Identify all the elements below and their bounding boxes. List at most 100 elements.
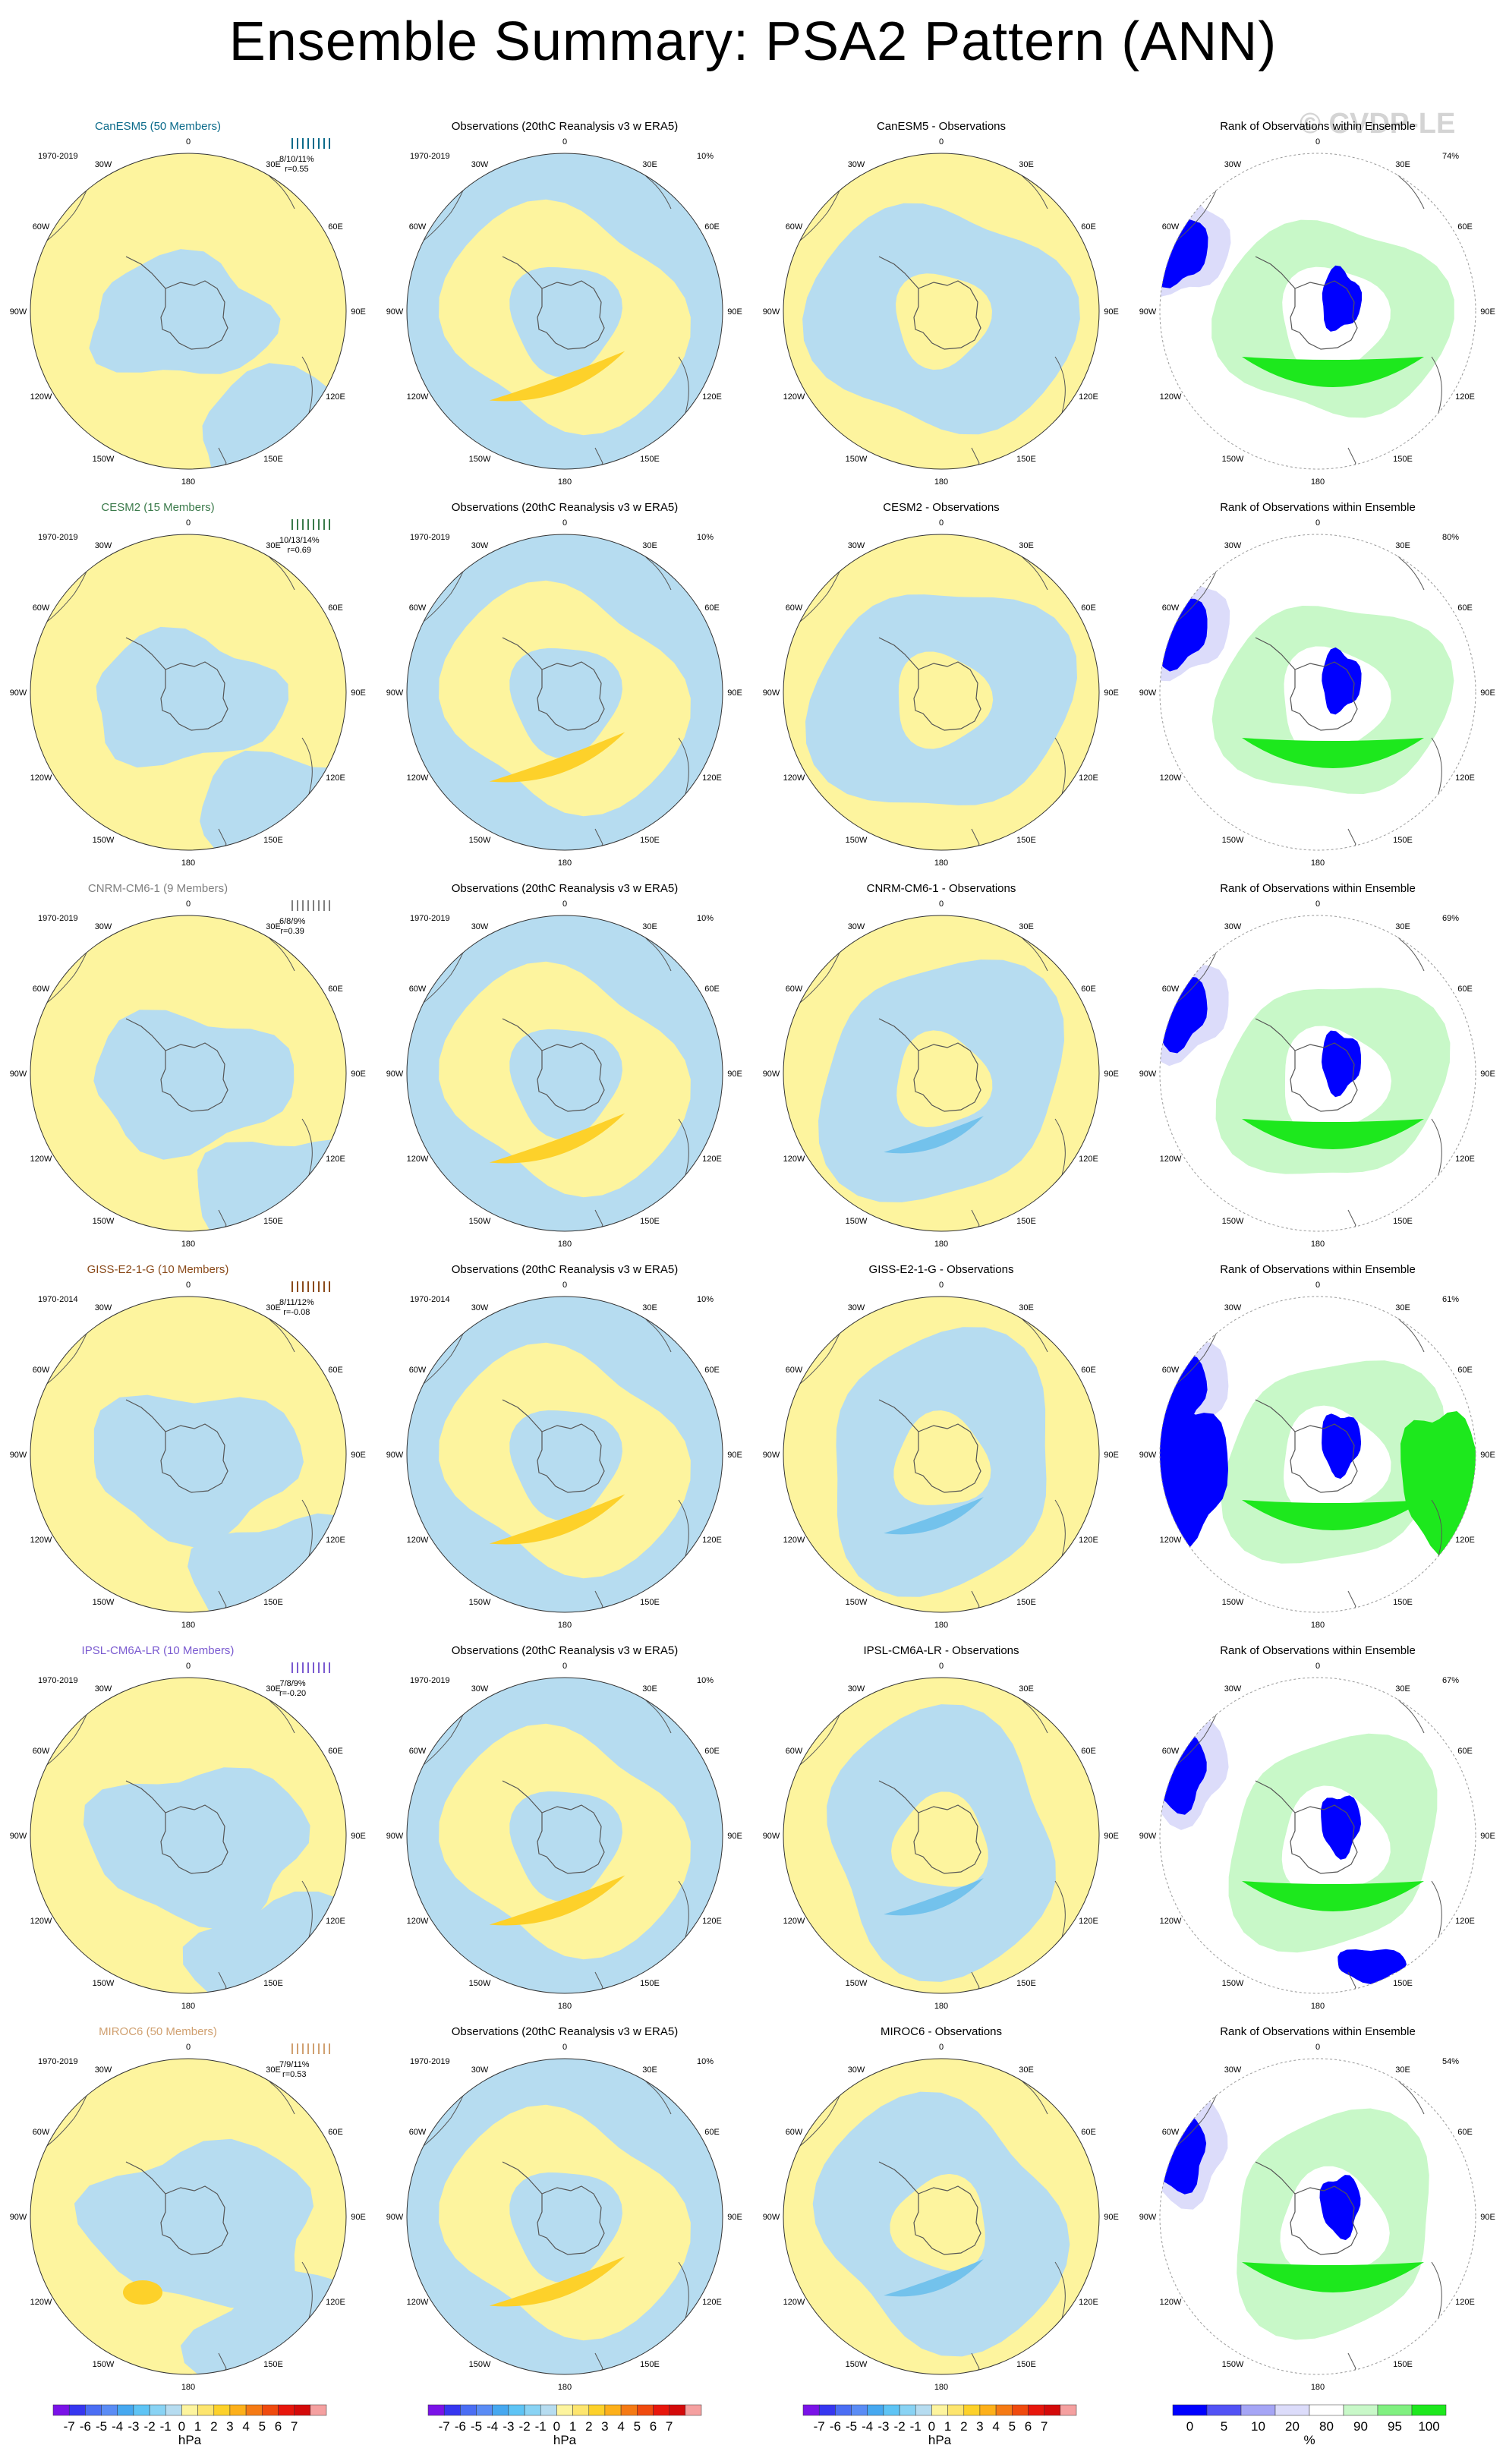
lon-label: 90W	[763, 307, 780, 317]
diff-title: GISS-E2-1-G - Observations	[868, 1263, 1014, 1276]
lon-label: 0	[939, 137, 944, 147]
period-label: 1970-2019	[410, 533, 450, 542]
lon-label: 120E	[1079, 2298, 1098, 2307]
lon-label: 90E	[351, 1832, 366, 1841]
period-label: 1970-2019	[38, 2057, 78, 2066]
antarctica-outline	[1290, 1042, 1358, 1112]
lon-label: 150W	[469, 1598, 491, 1607]
lon-label: 60W	[786, 603, 803, 613]
lon-label: 120E	[702, 1155, 722, 1164]
lon-label: 0	[939, 1281, 944, 1290]
lon-label: 60E	[704, 985, 720, 994]
peninsula-outline	[878, 1780, 919, 1813]
pos-anomaly-ring	[439, 580, 691, 817]
lon-label: 90E	[1480, 1070, 1495, 1079]
lon-label: 150E	[640, 1979, 660, 1988]
diff-title: IPSL-CM6A-LR - Observations	[863, 1644, 1019, 1657]
lon-label: 30W	[1224, 1303, 1242, 1312]
lon-label: 150E	[640, 1217, 660, 1226]
rank-low-center	[1319, 2175, 1361, 2241]
lon-label: 60W	[786, 1366, 803, 1375]
figure-title: Ensemble Summary: PSA2 Pattern (ANN)	[228, 11, 1278, 72]
lon-label: 30E	[1019, 1303, 1034, 1312]
lon-label: 90E	[1104, 307, 1119, 317]
lon-label: 60E	[704, 603, 720, 613]
lon-label: 0	[939, 1662, 944, 1671]
lon-label: 150W	[469, 836, 491, 845]
antarctica-outline	[1290, 1423, 1358, 1493]
map-boundary	[406, 534, 723, 851]
lon-label: 90W	[10, 2213, 27, 2222]
lon-label: 60E	[704, 1747, 720, 1756]
lon-label: 0	[1315, 900, 1320, 909]
lon-label: 60E	[328, 1747, 343, 1756]
rank-map: 0 30E 60E 90E 120E 150E 180 150W 120W 90W 60W 30W	[1139, 1662, 1495, 2011]
lon-label: 150E	[263, 1598, 283, 1607]
lon-label: 30W	[1224, 2065, 1242, 2075]
peninsula-outline	[878, 256, 919, 289]
antarctica-outline	[160, 1804, 228, 1874]
lon-label: 90E	[727, 1070, 742, 1079]
lon-label: 150E	[1016, 455, 1036, 464]
lon-label: 90E	[351, 307, 366, 317]
lon-label: 90E	[351, 688, 366, 698]
lon-label: 30E	[266, 922, 281, 931]
obs-map: 0 30E 60E 90E 120E 150E 180 150W 120W 90W 60W 30W	[386, 1662, 742, 2011]
lon-label: 150W	[846, 2360, 868, 2369]
lon-label: 60W	[409, 222, 427, 232]
member-boxplot	[291, 519, 330, 530]
rank-low	[1160, 2112, 1207, 2195]
lon-label: 30E	[1019, 1684, 1034, 1694]
lon-label: 60E	[1457, 2128, 1473, 2137]
diff-title: CESM2 - Observations	[883, 501, 1000, 514]
lon-label: 120W	[783, 1155, 805, 1164]
lon-label: 30E	[1395, 541, 1410, 550]
pos-anomaly-ring	[439, 961, 691, 1198]
model-map: 0 30E 60E 90E 120E 150E 180 150W 120W 90W 60W 30W	[10, 137, 366, 487]
lon-label: 120E	[326, 1536, 345, 1545]
period-label: 1970-2014	[38, 1295, 78, 1304]
lon-label: 150W	[1222, 2360, 1244, 2369]
neg-anomaly-ring	[812, 2091, 1070, 2357]
lon-label: 150E	[263, 1979, 283, 1988]
obs-title: Observations (20thC Reanalysis v3 w ERA5…	[451, 120, 679, 133]
lon-label: 30E	[642, 922, 657, 931]
lon-label: 180	[934, 477, 948, 487]
lon-label: 0	[562, 1281, 567, 1290]
rank-pct: 69%	[1442, 914, 1460, 923]
lon-label: 180	[181, 2002, 195, 2011]
map-boundary	[30, 534, 347, 851]
lon-label: 90E	[727, 688, 742, 698]
lon-label: 60W	[409, 1747, 427, 1756]
lon-label: 0	[186, 1281, 191, 1290]
rank-high	[1242, 2262, 1424, 2292]
model-title: IPSL-CM6A-LR (10 Members)	[81, 1644, 235, 1657]
lon-label: 90E	[1480, 2213, 1495, 2222]
member-boxplot	[291, 1662, 330, 1673]
lon-label: 60E	[328, 603, 343, 613]
model-panel: 0 30E 60E 90E 120E 150E 180 150W 120W 90W 60W 30W MI…	[0, 2025, 376, 2406]
neg-anomaly-ring	[805, 594, 1077, 805]
lon-label: 90W	[386, 307, 404, 317]
lon-label: 60E	[704, 2128, 720, 2137]
lon-label: 180	[934, 2383, 948, 2392]
period-label: 1970-2019	[38, 1676, 78, 1685]
lon-label: 60W	[786, 985, 803, 994]
rank-map: 0 30E 60E 90E 120E 150E 180 150W 120W 90W 60W 30W	[1139, 2043, 1495, 2392]
antarctica-outline	[537, 1804, 605, 1874]
lon-label: 150E	[1393, 2360, 1413, 2369]
neg-anomaly-ring	[836, 1327, 1047, 1597]
lon-label: 150W	[93, 1217, 115, 1226]
lon-label: 90E	[727, 2213, 742, 2222]
lon-label: 90W	[386, 1070, 404, 1079]
lon-label: 30W	[95, 1303, 112, 1312]
map-boundary	[1159, 2058, 1476, 2375]
lon-label: 90W	[386, 688, 404, 698]
lon-label: 180	[1311, 2383, 1325, 2392]
lon-label: 150W	[1222, 455, 1244, 464]
lon-label: 60E	[1457, 985, 1473, 994]
lon-label: 180	[1311, 477, 1325, 487]
pattern-stats-r: r=-0.08	[283, 1308, 310, 1317]
lon-label: 120E	[1079, 1917, 1098, 1926]
neg-anomaly-region	[74, 2138, 314, 2308]
